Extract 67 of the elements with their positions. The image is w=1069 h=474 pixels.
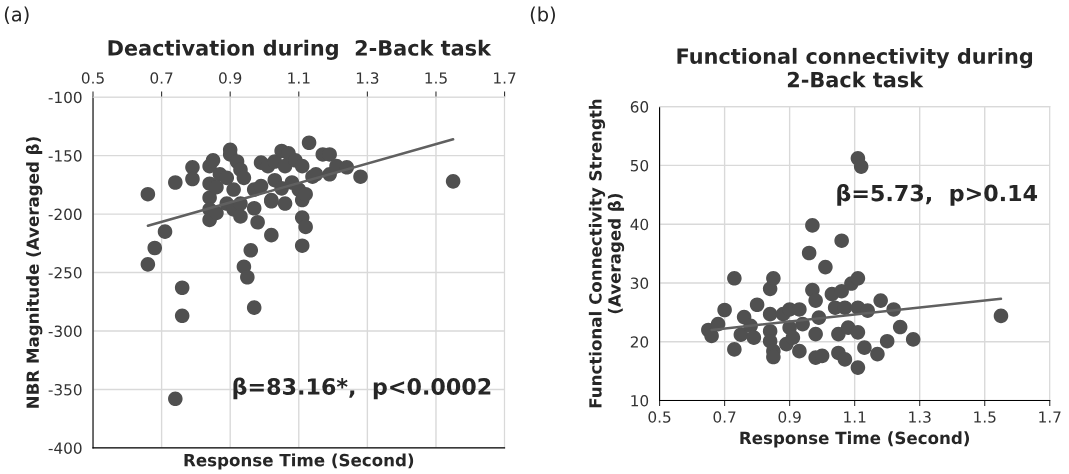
y-tick-label: 30 <box>630 277 649 289</box>
x-tick-label: 1.5 <box>974 411 996 423</box>
point <box>853 159 869 174</box>
x-tick-label: 0.9 <box>219 72 242 84</box>
point <box>870 346 885 362</box>
point <box>733 327 749 342</box>
point <box>808 293 823 308</box>
point <box>879 333 895 349</box>
y-tick-label: -150 <box>48 150 82 162</box>
point <box>905 332 921 347</box>
text: (b) <box>530 6 555 24</box>
y-tick-label: 60 <box>630 101 649 113</box>
point <box>808 326 823 342</box>
x-tick-label: 0.5 <box>81 72 104 84</box>
point <box>746 330 762 345</box>
y-tick-label: 20 <box>630 336 649 348</box>
point <box>837 352 853 367</box>
y-tick-label: -250 <box>48 267 82 279</box>
point <box>850 325 866 340</box>
y-tick-label: -200 <box>48 208 82 221</box>
x-tick-label: 1.1 <box>844 411 866 423</box>
annotation: β=5.73, p>0.14 <box>837 183 1038 206</box>
point <box>762 306 778 322</box>
y-tick-label: 40 <box>630 218 649 231</box>
y-tick-label: -300 <box>48 325 82 338</box>
x-tick-label: 1.7 <box>1039 411 1061 423</box>
x-tick-label: 0.9 <box>778 411 801 423</box>
y-tick-label: -100 <box>48 91 82 104</box>
point <box>727 342 742 357</box>
point <box>993 308 1009 324</box>
x-tick-label: 0.7 <box>150 72 173 84</box>
annotation: β=83.16*, p<0.0002 <box>233 377 491 400</box>
text: (a) <box>4 6 29 24</box>
point <box>818 259 833 275</box>
point <box>727 270 742 286</box>
x-tick-label: 0.5 <box>648 411 671 423</box>
point <box>850 270 866 286</box>
point <box>873 293 888 308</box>
y-tick-label: -350 <box>48 383 82 396</box>
x-tick-label: 1.5 <box>425 72 447 84</box>
y-axis-title: NBR Magnitude (Averaged β) <box>25 137 43 408</box>
point <box>766 270 781 286</box>
point <box>892 319 908 335</box>
point <box>792 302 807 317</box>
point <box>785 330 801 345</box>
chart-title: Deactivation during 2-Back task <box>108 39 492 60</box>
point <box>805 218 820 233</box>
x-axis-title: Response Time (Second) <box>740 431 970 448</box>
y-axis-title: Functional Connectivity Strength (Averaged β) <box>588 99 625 408</box>
point <box>749 297 765 313</box>
y-tick-label: 10 <box>631 395 649 407</box>
point <box>850 360 866 375</box>
x-tick-label: 1.3 <box>356 72 379 84</box>
point <box>717 302 732 318</box>
y-tick-label: 50 <box>630 159 649 172</box>
x-tick-label: 1.1 <box>288 72 310 84</box>
point <box>834 233 849 248</box>
chart-title: Functional connectivity during 2-Back task <box>677 47 1033 88</box>
x-tick-label: 1.3 <box>909 411 931 423</box>
point <box>801 245 817 261</box>
point <box>792 343 807 359</box>
y-tick-label: -400 <box>48 442 82 454</box>
x-axis-title: Response Time (Second) <box>184 453 414 470</box>
x-tick-label: 0.7 <box>713 411 736 423</box>
point <box>834 283 849 299</box>
point <box>857 340 872 355</box>
x-tick-label: 1.7 <box>494 72 516 84</box>
